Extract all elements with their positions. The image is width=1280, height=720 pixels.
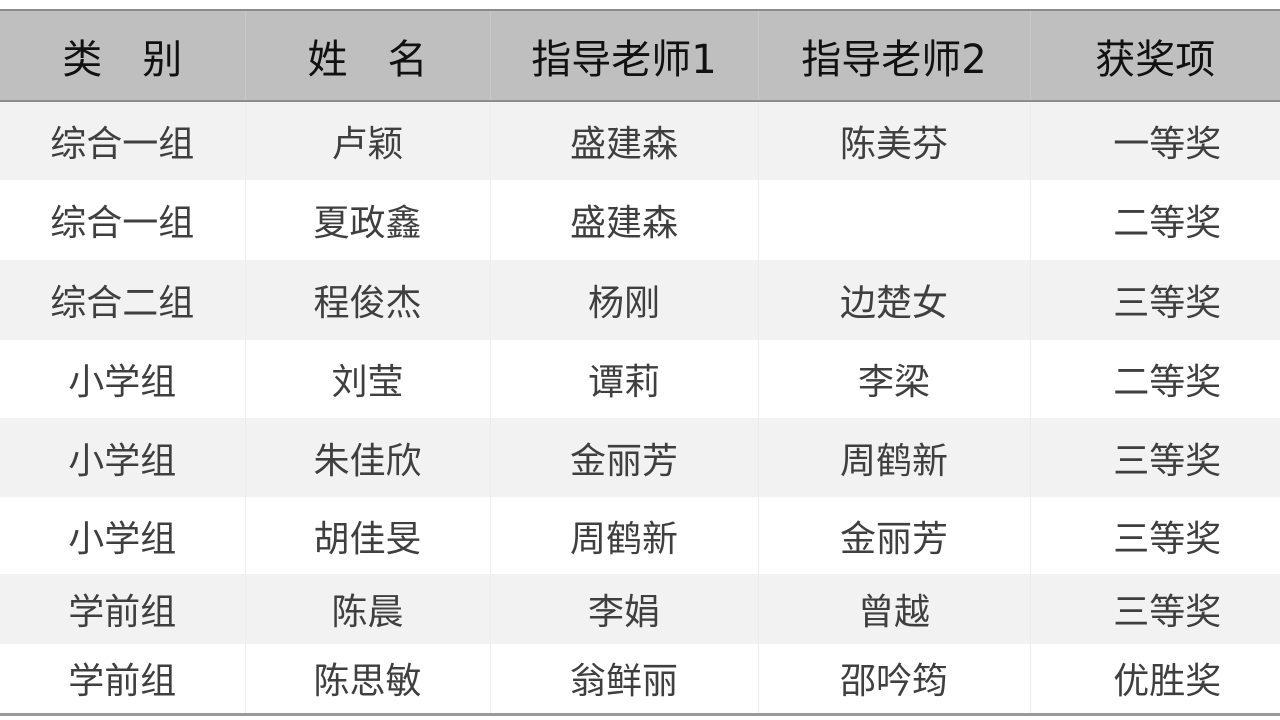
- cell-teacher2: 曾越: [757, 574, 1030, 644]
- header-teacher2: 指导老师2: [757, 9, 1030, 102]
- cell-award: 三等奖: [1029, 260, 1280, 340]
- cell-award: 三等奖: [1029, 497, 1280, 574]
- cell-name: 程俊杰: [244, 260, 490, 340]
- table-row: 综合一组 卢颖 盛建森 陈美芬 一等奖: [0, 101, 1280, 180]
- cell-award: 二等奖: [1029, 340, 1280, 418]
- cell-teacher2: 金丽芳: [757, 497, 1030, 574]
- table-row: 小学组 胡佳旻 周鹤新 金丽芳 三等奖: [0, 497, 1280, 574]
- cell-category: 小学组: [0, 340, 245, 418]
- cell-category: 综合一组: [0, 101, 245, 180]
- cell-teacher1: 李娟: [489, 574, 758, 644]
- table-row: 学前组 陈晨 李娟 曾越 三等奖: [0, 574, 1280, 644]
- cell-teacher2: 邵吟筠: [757, 644, 1030, 716]
- cell-teacher1: 盛建森: [489, 180, 758, 260]
- cell-category: 学前组: [0, 644, 245, 716]
- header-category: 类 别: [0, 9, 245, 102]
- cell-teacher2: [757, 180, 1030, 260]
- header-award: 获奖项: [1029, 9, 1280, 102]
- cell-teacher2: 周鹤新: [757, 418, 1030, 497]
- table-row: 学前组 陈思敏 翁鲜丽 邵吟筠 优胜奖: [0, 644, 1280, 716]
- cell-name: 夏政鑫: [244, 180, 490, 260]
- cell-teacher2: 边楚女: [757, 260, 1030, 340]
- header-row: 类 别 姓 名 指导老师1 指导老师2 获奖项: [0, 9, 1280, 102]
- cell-award: 优胜奖: [1029, 644, 1280, 716]
- cell-award: 三等奖: [1029, 418, 1280, 497]
- cell-category: 小学组: [0, 497, 245, 574]
- cell-teacher1: 杨刚: [489, 260, 758, 340]
- header-teacher1: 指导老师1: [489, 9, 758, 102]
- cell-name: 朱佳欣: [244, 418, 490, 497]
- cell-award: 三等奖: [1029, 574, 1280, 644]
- cell-teacher1: 周鹤新: [489, 497, 758, 574]
- cell-name: 陈思敏: [244, 644, 490, 716]
- table-row: 综合二组 程俊杰 杨刚 边楚女 三等奖: [0, 260, 1280, 340]
- cell-category: 综合一组: [0, 180, 245, 260]
- awards-table: 类 别 姓 名 指导老师1 指导老师2 获奖项 综合一组 卢颖 盛建森 陈美芬 一等奖综…: [0, 9, 1280, 716]
- cell-name: 刘莹: [244, 340, 490, 418]
- cell-category: 小学组: [0, 418, 245, 497]
- cell-category: 综合二组: [0, 260, 245, 340]
- table-row: 小学组 朱佳欣 金丽芳 周鹤新 三等奖: [0, 418, 1280, 497]
- cell-award: 一等奖: [1029, 101, 1280, 180]
- header-name: 姓 名: [244, 9, 490, 102]
- cell-category: 学前组: [0, 574, 245, 644]
- cell-teacher2: 陈美芬: [757, 101, 1030, 180]
- cell-teacher1: 翁鲜丽: [489, 644, 758, 716]
- cell-name: 卢颖: [244, 101, 490, 180]
- cell-name: 陈晨: [244, 574, 490, 644]
- table-row: 综合一组 夏政鑫 盛建森 二等奖: [0, 180, 1280, 260]
- cell-award: 二等奖: [1029, 180, 1280, 260]
- table-row: 小学组 刘莹 谭莉 李梁 二等奖: [0, 340, 1280, 418]
- cell-name: 胡佳旻: [244, 497, 490, 574]
- cell-teacher2: 李梁: [757, 340, 1030, 418]
- cell-teacher1: 金丽芳: [489, 418, 758, 497]
- cell-teacher1: 盛建森: [489, 101, 758, 180]
- cell-teacher1: 谭莉: [489, 340, 758, 418]
